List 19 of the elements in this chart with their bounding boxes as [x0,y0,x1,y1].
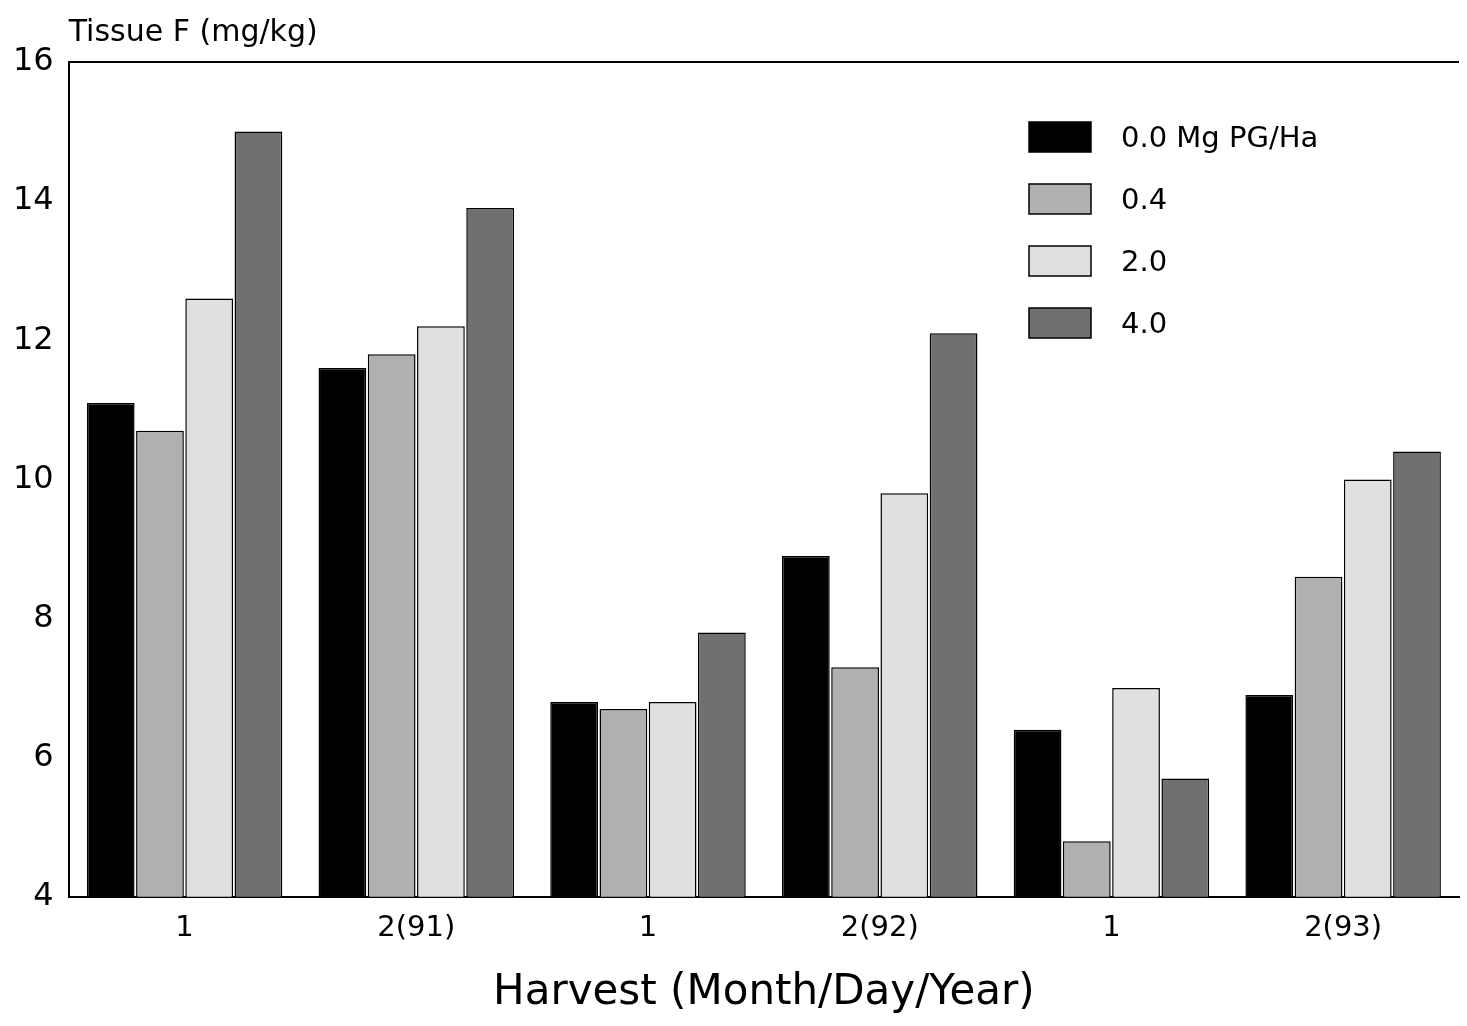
y-tick-label: 6 [33,735,54,774]
y-tick-label: 8 [33,596,54,635]
x-axis-title: Harvest (Month/Day/Year) [493,964,1035,1014]
legend-label: 0.0 Mg PG/Ha [1121,119,1319,154]
y-tick-label: 12 [13,318,54,357]
x-tick-label: 2(91) [377,908,456,943]
y-tick-label: 14 [13,179,54,218]
x-tick-label: 2(92) [840,908,919,943]
y-tick-label: 10 [13,457,54,496]
x-tick-label: 1 [175,908,194,943]
y-tick-label: 16 [13,40,54,79]
y-tick-label: 4 [33,875,54,914]
x-tick-label: 1 [638,908,658,943]
x-tick-label: 2(93) [1304,908,1383,943]
legend-label: 4.0 [1121,305,1168,340]
y-axis-title: Tissue F (mg/kg) [67,12,318,48]
x-tick-label: 1 [1102,908,1121,943]
legend-label: 0.4 [1121,181,1168,216]
legend-label: 2.0 [1121,243,1168,278]
